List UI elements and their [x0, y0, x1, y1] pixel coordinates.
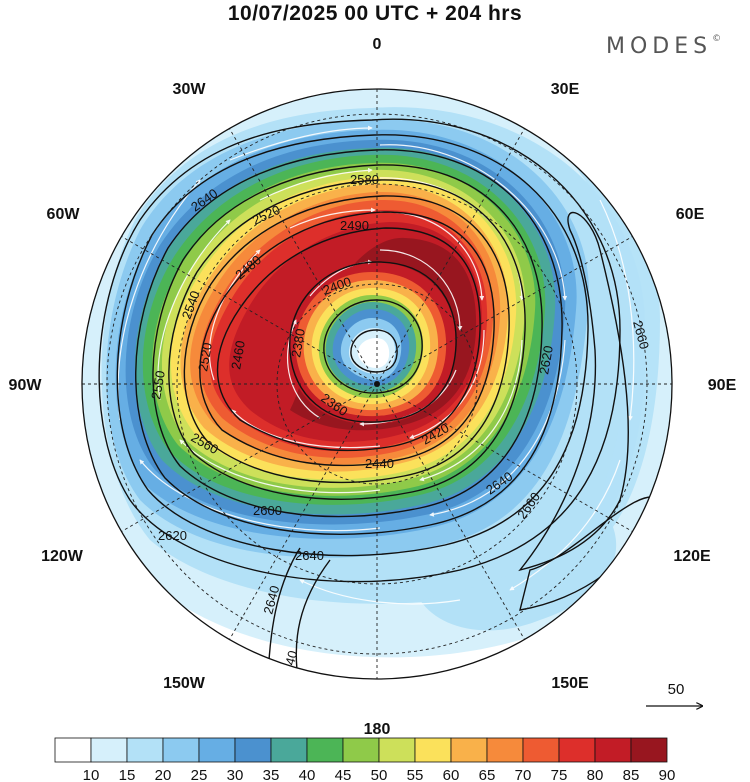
colorbar-swatch: [378, 737, 416, 763]
colorbar-tick-label: 40: [299, 767, 316, 782]
colorbar-tick-label: 55: [407, 767, 424, 782]
colorbar-tick-label: 25: [191, 767, 208, 782]
colorbar-tick-label: 75: [551, 767, 568, 782]
contour-label: 2660: [630, 319, 652, 351]
colorbar-swatch: [54, 737, 92, 763]
brand-logo: MODES©: [606, 33, 722, 59]
colorbar-tick-label: 20: [155, 767, 172, 782]
meridian-label-150w: 150W: [163, 675, 206, 692]
colorbar-tick-label: 65: [479, 767, 496, 782]
colorbar-tick-label: 15: [119, 767, 136, 782]
contour-label: 2550: [148, 369, 168, 400]
colorbar-swatch: [342, 737, 380, 763]
pole-marker: [374, 381, 380, 387]
contour-label: 2600: [253, 503, 282, 518]
colorbar-swatch: [486, 737, 524, 763]
colorbar-swatch: [234, 737, 272, 763]
contour-label: 2640: [260, 584, 282, 616]
colorbar-tick-label: 80: [587, 767, 604, 782]
meridian-labels: 0 30E 60E 90E 120E 150E 180 150W 120W 90…: [9, 36, 737, 738]
meridian-label-60e: 60E: [676, 206, 705, 223]
colorbar-swatch: [270, 737, 308, 763]
colorbar-swatch: [630, 737, 668, 763]
meridian-label-120e: 120E: [673, 548, 711, 565]
colorbar-swatch: [558, 737, 596, 763]
meridian-label-90w: 90W: [9, 377, 43, 394]
colorbar-tick-label: 70: [515, 767, 532, 782]
colorbar-swatch: [198, 737, 236, 763]
colorbar-tick-label: 90: [659, 767, 676, 782]
meridian-label-180: 180: [364, 721, 391, 738]
colorbar-swatch: [306, 737, 344, 763]
meridian-label-90e: 90E: [708, 377, 737, 394]
contour-label: 2620: [158, 528, 187, 543]
colorbar-tick-label: 85: [623, 767, 640, 782]
meridian-label-30w: 30W: [173, 81, 207, 98]
wind-reference-vector: 50: [646, 681, 702, 706]
contour-label: 2520: [195, 341, 215, 372]
wind-reference-label: 50: [668, 681, 685, 698]
meridian-label-0: 0: [373, 36, 382, 53]
contour-label: 2460: [228, 339, 248, 370]
colorbar-tick-label: 10: [83, 767, 100, 782]
contour-label: 2580: [350, 172, 379, 187]
colorbar-swatch: [450, 737, 488, 763]
colorbar-tick-label: 30: [227, 767, 244, 782]
colorbar-tick-label: 45: [335, 767, 352, 782]
brand-text: MODES: [606, 34, 713, 59]
meridian-label-120w: 120W: [41, 548, 84, 565]
colorbar-swatch: [90, 737, 128, 763]
colorbar-swatch: [126, 737, 164, 763]
colorbar: 10 15 20 25 30 35 40 45 50 55 60 65 70 75 80 85 90: [54, 737, 676, 782]
colorbar-swatch: [594, 737, 632, 763]
colorbar-swatch: [522, 737, 560, 763]
meridian-label-60w: 60W: [47, 206, 81, 223]
contour-label: 2640: [295, 548, 324, 563]
colorbar-swatch: [162, 737, 200, 763]
wind-vectors: [117, 125, 635, 605]
map-boundary: [81, 88, 673, 680]
contour-label: 2490: [340, 218, 369, 233]
height-contours: [98, 118, 661, 679]
map-field: 2640 2580 2520 2490 2480 2400 2460 2540 …: [82, 89, 672, 679]
contour-label: 2440: [365, 456, 394, 471]
colorbar-swatch: [414, 737, 452, 763]
meridian-label-150e: 150E: [551, 675, 589, 692]
colorbar-tick-label: 35: [263, 767, 280, 782]
colorbar-tick-label: 60: [443, 767, 460, 782]
colorbar-tick-label: 50: [371, 767, 388, 782]
meridian-label-30e: 30E: [551, 81, 580, 98]
contour-label: 2620: [536, 344, 556, 375]
map-title: 10/07/2025 00 UTC + 204 hrs: [227, 2, 523, 25]
